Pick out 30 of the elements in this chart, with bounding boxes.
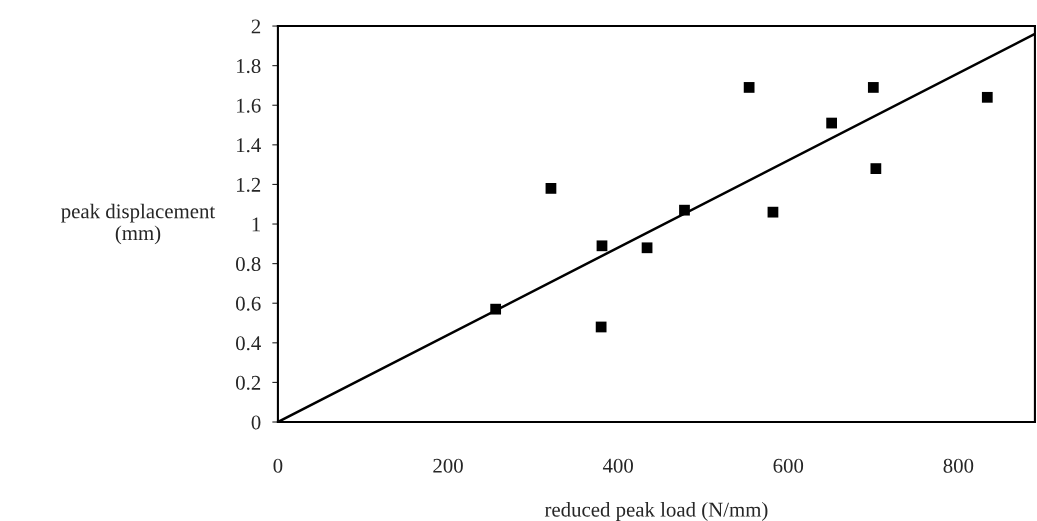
x-tick-label: 400 [602,458,633,473]
point [767,206,779,218]
y-tick-label: 1.2 [237,177,261,192]
y-tick-label: 0 [251,415,261,430]
y-tick-label: 0.4 [236,336,261,351]
point [641,242,653,254]
point [981,91,993,103]
point [595,321,607,333]
x-axis-title: reduced peak load (N/mm) [544,502,768,521]
point [679,204,690,216]
x-tick-label: 600 [773,458,804,473]
y-tick-label: 0.2 [236,375,261,390]
x-tick-label: 0 [273,458,283,473]
y-tick-label: 1.6 [237,98,261,113]
point [490,303,502,315]
y-tick-label: 0.8 [236,257,261,272]
point [870,163,882,174]
x-tick-label: 200 [433,458,463,473]
y-tick-label: 2 [251,19,261,34]
x-tick-label: 800 [943,458,974,473]
y-tick-label: 1.8 [237,59,261,74]
point [826,117,838,129]
point [867,82,879,93]
y-tick-label: 1.4 [237,138,261,153]
point [545,183,557,194]
y-axis-title: peak displacement (mm) [61,203,216,245]
point [743,82,755,93]
point [596,240,608,252]
y-tick-label: 0.6 [236,296,261,311]
y-tick-label: 1 [252,217,260,232]
